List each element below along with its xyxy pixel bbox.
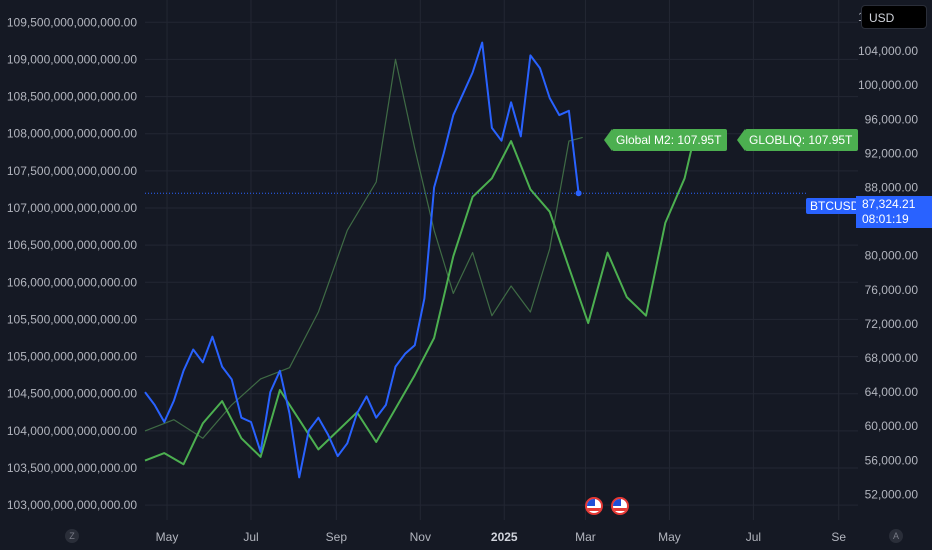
btcusd-symbol-tag: BTCUSD bbox=[806, 198, 864, 214]
right-axis-tick-label: 60,000.00 bbox=[865, 419, 919, 433]
globliq-label: GLOBLIQ: 107.95T bbox=[736, 129, 859, 151]
btcusd-countdown: 08:01:19 bbox=[862, 212, 909, 226]
right-axis-tick-label: 88,000.00 bbox=[865, 181, 919, 195]
left-axis-zoom-icon[interactable]: Z bbox=[65, 529, 79, 543]
left-axis-tick-label: 107,500,000,000,000.00 bbox=[7, 164, 137, 178]
left-axis-tick-label: 107,000,000,000,000.00 bbox=[7, 201, 137, 215]
right-axis-tick-label: 56,000.00 bbox=[865, 453, 919, 467]
time-axis-tick-label: Jul bbox=[243, 530, 258, 544]
time-axis-tick-label: May bbox=[658, 530, 681, 544]
right-axis-tick-label: 100,000.00 bbox=[858, 78, 918, 92]
left-axis-tick-label: 109,000,000,000,000.00 bbox=[7, 52, 137, 66]
right-axis-tick-label: 64,000.00 bbox=[865, 385, 919, 399]
grid bbox=[145, 0, 858, 520]
left-axis-tick-label: 105,500,000,000,000.00 bbox=[7, 312, 137, 326]
right-axis-tick-label: 72,000.00 bbox=[865, 317, 919, 331]
left-axis-tick-label: 108,500,000,000,000.00 bbox=[7, 90, 137, 104]
left-axis-tick-label: 103,500,000,000,000.00 bbox=[7, 461, 137, 475]
right-axis-tick-label: 104,000.00 bbox=[858, 44, 918, 58]
time-axis-tick-label: Jul bbox=[746, 530, 761, 544]
time-axis-tick-label: Nov bbox=[410, 530, 431, 544]
global-m2-label: Global M2: 107.95T bbox=[603, 129, 728, 151]
right-axis-tick-label: 96,000.00 bbox=[865, 112, 919, 126]
time-axis-tick-label: May bbox=[156, 530, 179, 544]
left-axis-tick-label: 106,000,000,000,000.00 bbox=[7, 275, 137, 289]
time-axis-tick-label: Mar bbox=[575, 530, 596, 544]
left-axis-tick-label: 104,500,000,000,000.00 bbox=[7, 387, 137, 401]
currency-button[interactable]: USD bbox=[861, 5, 927, 29]
right-axis-tick-label: 68,000.00 bbox=[865, 351, 919, 365]
series-layer bbox=[144, 41, 806, 479]
left-axis-tick-label: 106,500,000,000,000.00 bbox=[7, 238, 137, 252]
left-axis-tick-label: 105,000,000,000,000.00 bbox=[7, 350, 137, 364]
btcusd-price: 87,324.21 bbox=[862, 197, 916, 211]
right-axis-tick-label: 92,000.00 bbox=[865, 146, 919, 160]
right-axis-tick-label: 76,000.00 bbox=[865, 283, 919, 297]
right-price-axis[interactable]: 108,000.00104,000.00100,000.0096,000.009… bbox=[858, 10, 918, 501]
left-axis-tick-label: 109,500,000,000,000.00 bbox=[7, 15, 137, 29]
us-flag-event-icon[interactable] bbox=[611, 497, 629, 515]
btcusd-last-point bbox=[575, 190, 582, 197]
time-axis-tick-label: Se bbox=[831, 530, 846, 544]
left-axis-tick-label: 108,000,000,000,000.00 bbox=[7, 127, 137, 141]
time-axis-tick-label: Sep bbox=[326, 530, 348, 544]
right-axis-tick-label: 52,000.00 bbox=[865, 487, 919, 501]
time-axis-tick-label: 2025 bbox=[491, 530, 518, 544]
time-axis[interactable]: May Jul Sep Nov 2025 Mar May Jul Se bbox=[156, 530, 847, 544]
global-m2-series-line bbox=[144, 137, 696, 466]
btcusd-price-tag: 87,324.21 08:01:19 bbox=[856, 196, 932, 228]
btcusd-series-line bbox=[144, 41, 580, 479]
right-axis-tick-label: 80,000.00 bbox=[865, 249, 919, 263]
us-flag-event-icon[interactable] bbox=[585, 497, 603, 515]
left-axis-tick-label: 104,000,000,000,000.00 bbox=[7, 424, 137, 438]
auto-scale-icon[interactable]: A bbox=[889, 529, 903, 543]
globliq-shifted-series-line bbox=[144, 58, 583, 439]
left-axis-tick-label: 103,000,000,000,000.00 bbox=[7, 498, 137, 512]
left-price-axis[interactable]: 109,500,000,000,000.00 109,000,000,000,00… bbox=[7, 15, 137, 512]
